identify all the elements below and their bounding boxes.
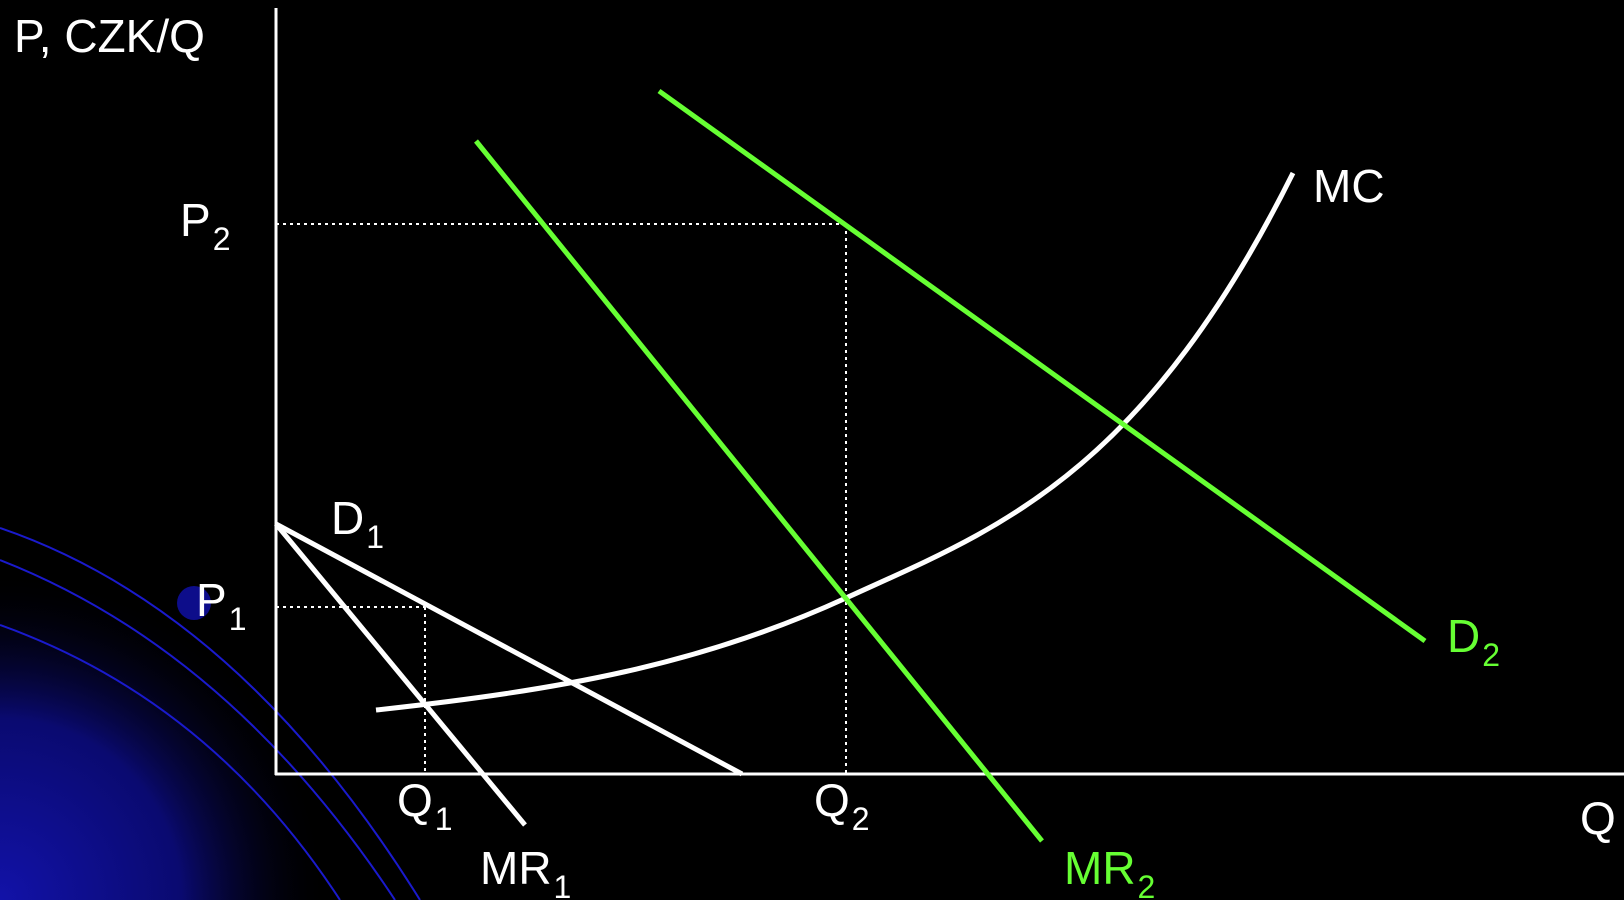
mr2-curve: [474, 139, 1044, 843]
x-axis-label: Q: [1580, 792, 1616, 844]
d1-curve: [274, 521, 744, 777]
mr1-label: MR1: [480, 842, 571, 900]
guide-lines: [276, 223, 847, 773]
background-decoration: [0, 527, 421, 900]
green-curves: [474, 88, 1427, 843]
labels: P, CZK/Q Q P2 P1 Q1 Q2 MC D1 MR1 D2 MR2: [14, 10, 1616, 900]
d2-label: D2: [1447, 610, 1500, 673]
q1-label: Q1: [397, 774, 453, 837]
axes: [274, 8, 1624, 776]
mc-label: MC: [1313, 160, 1385, 212]
decor-bullet-dot: [177, 586, 211, 620]
decor-arc-2: [0, 559, 396, 900]
d1-label: D1: [331, 492, 384, 555]
mc-curve: [375, 171, 1296, 713]
p1-label: P1: [196, 574, 246, 637]
d2-curve: [657, 88, 1427, 644]
decor-arc-1: [0, 527, 421, 900]
white-curves: [274, 171, 1296, 827]
mr2-label: MR2: [1064, 842, 1155, 900]
p2-label: P2: [180, 194, 230, 257]
q2-label: Q2: [814, 774, 870, 837]
y-axis-label: P, CZK/Q: [14, 10, 205, 62]
decor-arc-3: [0, 624, 341, 900]
mr1-curve: [274, 522, 527, 827]
